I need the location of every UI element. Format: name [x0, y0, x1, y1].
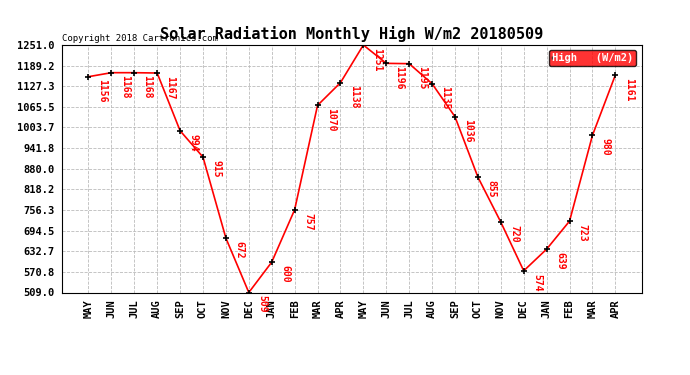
- Text: 574: 574: [532, 274, 542, 291]
- Text: 1168: 1168: [119, 75, 130, 99]
- Text: 723: 723: [578, 224, 588, 242]
- Text: 994: 994: [188, 134, 199, 151]
- Text: 639: 639: [555, 252, 565, 270]
- Text: 1070: 1070: [326, 108, 336, 132]
- Text: 915: 915: [211, 160, 221, 177]
- Legend: High   (W/m2): High (W/m2): [549, 50, 636, 66]
- Text: 1138: 1138: [348, 86, 359, 109]
- Text: 509: 509: [257, 295, 267, 313]
- Text: 1196: 1196: [395, 66, 404, 90]
- Text: 600: 600: [280, 265, 290, 282]
- Text: 855: 855: [486, 180, 496, 198]
- Text: 720: 720: [509, 225, 519, 243]
- Text: 1251: 1251: [372, 48, 382, 71]
- Text: Copyright 2018 Cartronics.com: Copyright 2018 Cartronics.com: [62, 33, 218, 42]
- Text: 980: 980: [601, 138, 611, 156]
- Text: 1168: 1168: [143, 75, 152, 99]
- Text: 1167: 1167: [166, 76, 175, 99]
- Text: 1156: 1156: [97, 80, 107, 103]
- Text: 757: 757: [303, 213, 313, 230]
- Text: 672: 672: [234, 241, 244, 258]
- Text: 1036: 1036: [463, 120, 473, 143]
- Title: Solar Radiation Monthly High W/m2 20180509: Solar Radiation Monthly High W/m2 201805…: [160, 27, 544, 42]
- Text: 1135: 1135: [440, 87, 451, 110]
- Text: 1161: 1161: [624, 78, 633, 101]
- Text: 1195: 1195: [417, 66, 428, 90]
